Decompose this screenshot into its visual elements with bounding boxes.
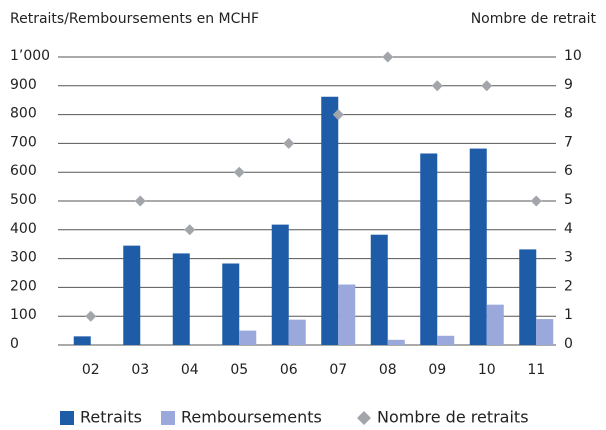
bar bbox=[536, 319, 554, 345]
y2-tick-label: 9 bbox=[564, 77, 573, 93]
bar bbox=[338, 284, 356, 345]
x-tick-label: 09 bbox=[428, 362, 446, 378]
bar bbox=[519, 249, 537, 345]
x-tick-label: 08 bbox=[379, 362, 397, 378]
legend-label: Retraits bbox=[80, 408, 142, 427]
x-tick-label: 06 bbox=[280, 362, 298, 378]
y2-tick-label: 0 bbox=[564, 336, 573, 352]
y2-tick-label: 7 bbox=[564, 134, 573, 150]
bar bbox=[321, 96, 339, 345]
y-tick-label: 100 bbox=[10, 307, 37, 323]
bar bbox=[73, 336, 91, 345]
y2-tick-label: 3 bbox=[564, 250, 573, 266]
legend-label: Nombre de retraits bbox=[377, 408, 529, 427]
diamond-marker bbox=[85, 310, 97, 322]
x-tick-label: 10 bbox=[478, 362, 496, 378]
bar bbox=[172, 253, 190, 345]
bar bbox=[486, 304, 504, 345]
y-tick-label: 700 bbox=[10, 134, 37, 150]
bar bbox=[288, 319, 306, 345]
y2-tick-label: 6 bbox=[564, 163, 573, 179]
x-tick-label: 05 bbox=[230, 362, 248, 378]
legend-swatch bbox=[161, 411, 175, 425]
y-tick-label: 200 bbox=[10, 278, 37, 294]
diamond-marker bbox=[530, 195, 542, 207]
bar bbox=[420, 153, 438, 345]
x-tick-label: 11 bbox=[527, 362, 545, 378]
diamond-marker bbox=[431, 80, 443, 92]
bar bbox=[370, 234, 388, 345]
legend-swatch bbox=[60, 411, 74, 425]
x-tick-label: 07 bbox=[329, 362, 347, 378]
bar bbox=[271, 224, 289, 345]
diamond-marker bbox=[283, 137, 295, 149]
y2-tick-label: 1 bbox=[564, 307, 573, 323]
y2-tick-label: 8 bbox=[564, 106, 573, 122]
y2-tick-label: 10 bbox=[564, 48, 582, 64]
y2-tick-label: 2 bbox=[564, 278, 573, 294]
y-tick-label: 300 bbox=[10, 250, 37, 266]
y2-axis-title: Nombre de retrait bbox=[471, 11, 597, 27]
y2-tick-label: 4 bbox=[564, 221, 573, 237]
bar bbox=[387, 339, 405, 345]
y-tick-label: 500 bbox=[10, 192, 37, 208]
bar bbox=[222, 263, 240, 345]
diamond-marker bbox=[332, 109, 344, 121]
y2-tick-label: 5 bbox=[564, 192, 573, 208]
chart-title: Retraits/Remboursements en MCHF bbox=[10, 11, 259, 27]
x-tick-label: 02 bbox=[82, 362, 100, 378]
diamond-marker bbox=[134, 195, 146, 207]
x-tick-label: 04 bbox=[181, 362, 199, 378]
y-tick-label: 0 bbox=[10, 336, 19, 352]
legend-marker bbox=[357, 411, 371, 425]
bar bbox=[123, 245, 141, 345]
y-tick-label: 900 bbox=[10, 77, 37, 93]
y-tick-label: 800 bbox=[10, 106, 37, 122]
y-tick-label: 600 bbox=[10, 163, 37, 179]
x-tick-label: 03 bbox=[131, 362, 149, 378]
diamond-marker bbox=[382, 51, 394, 63]
diamond-marker bbox=[481, 80, 493, 92]
bar bbox=[239, 330, 257, 345]
bar bbox=[437, 335, 455, 345]
y-tick-label: 1’000 bbox=[10, 48, 50, 64]
diamond-marker bbox=[233, 166, 245, 178]
diamond-marker bbox=[184, 224, 196, 236]
legend-label: Remboursements bbox=[181, 408, 322, 427]
bar bbox=[469, 148, 487, 345]
y-tick-label: 400 bbox=[10, 221, 37, 237]
